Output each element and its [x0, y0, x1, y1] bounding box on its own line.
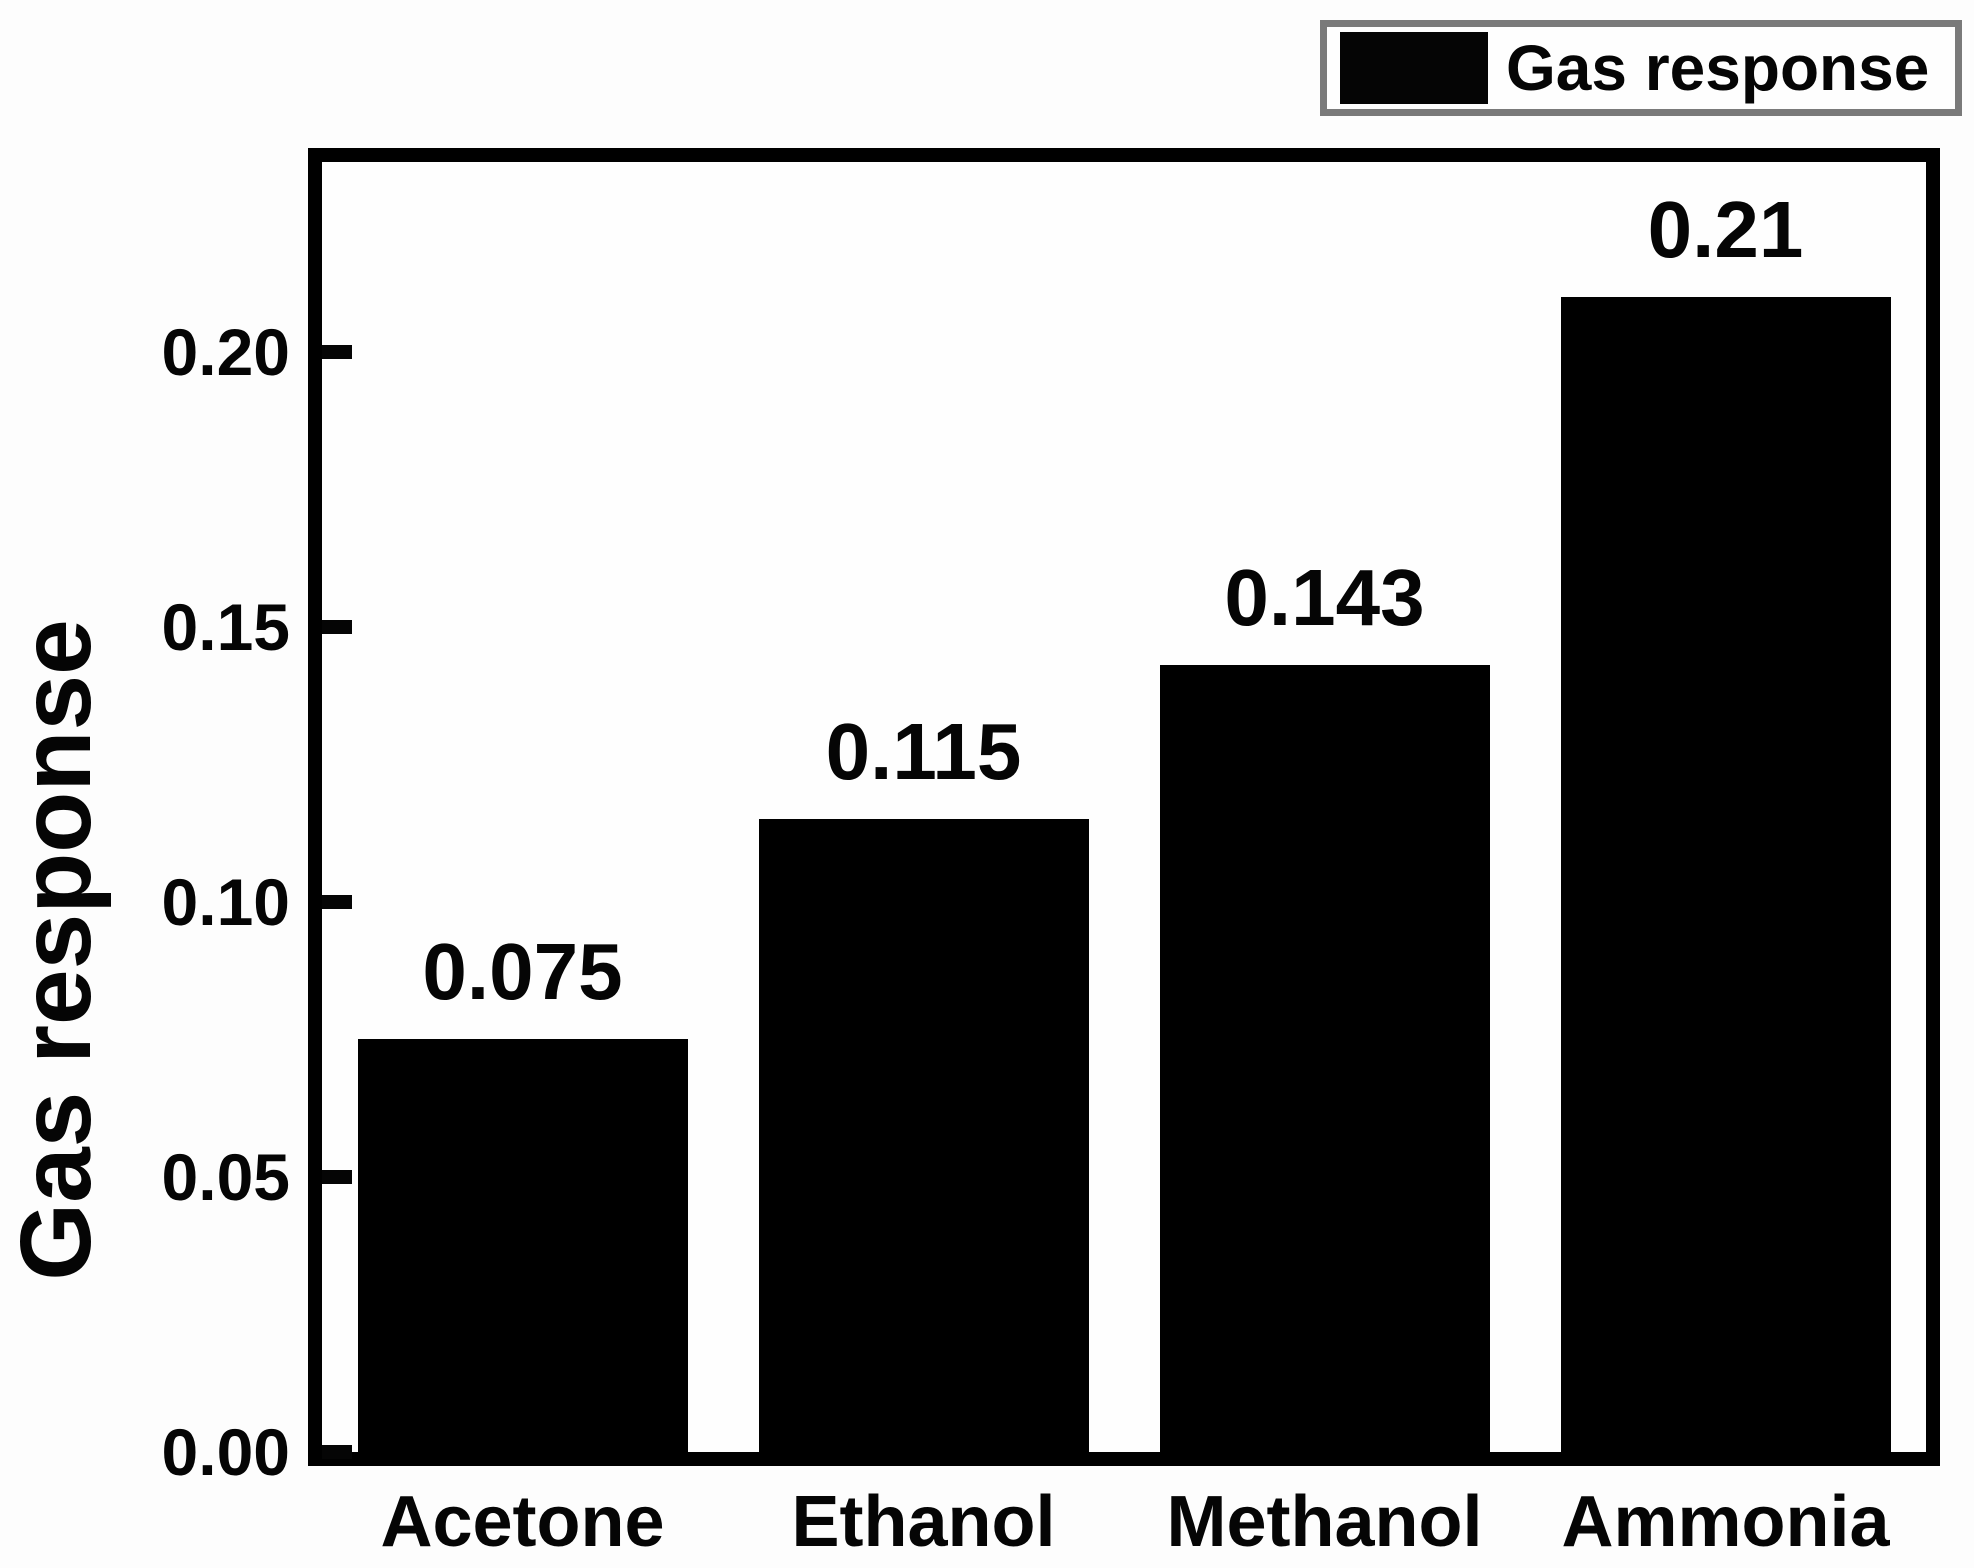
bar-acetone — [357, 1039, 688, 1452]
y-tick-mark — [322, 894, 352, 909]
y-tick-label: 0.15 — [161, 589, 290, 664]
y-tick-label: 0.00 — [161, 1415, 290, 1489]
bar-value-label: 0.075 — [422, 927, 623, 1017]
bar-methanol — [1159, 665, 1490, 1452]
bar-value-label: 0.115 — [825, 707, 1022, 797]
y-tick-label: 0.05 — [161, 1139, 290, 1214]
bar-value-label: 0.21 — [1647, 184, 1804, 274]
bar-value-label: 0.143 — [1224, 553, 1425, 643]
x-category-label-ethanol: Ethanol — [791, 1482, 1056, 1562]
y-tick-mark — [322, 619, 352, 634]
bar-ammonia — [1560, 296, 1891, 1452]
legend-swatch — [1340, 32, 1488, 104]
y-tick-mark — [322, 344, 352, 359]
y-tick-mark — [322, 1445, 352, 1459]
x-category-label-methanol: Methanol — [1166, 1482, 1483, 1562]
y-tick-label: 0.10 — [161, 864, 290, 939]
bar-ethanol — [758, 819, 1089, 1452]
x-category-label-acetone: Acetone — [380, 1482, 665, 1562]
legend-label: Gas response — [1506, 32, 1930, 104]
y-tick-label: 0.20 — [161, 314, 290, 389]
y-tick-mark — [322, 1169, 352, 1184]
legend: Gas response — [1320, 20, 1962, 116]
x-category-label-ammonia: Ammonia — [1561, 1482, 1890, 1562]
